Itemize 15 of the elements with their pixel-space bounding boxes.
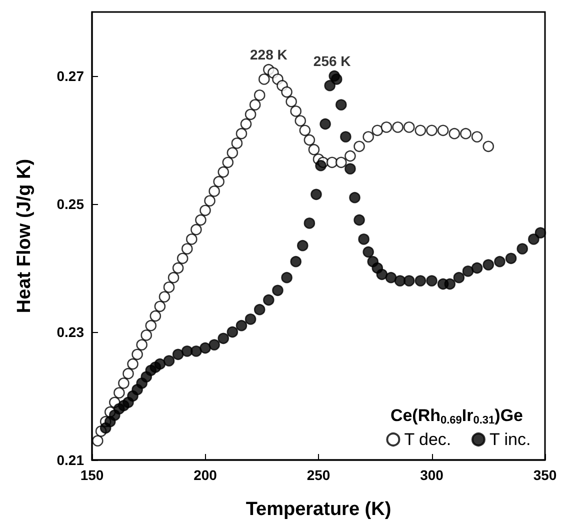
y-tick-label: 0.27 xyxy=(56,68,84,84)
x-tick-label: 250 xyxy=(306,467,330,483)
y-tick-label: 0.21 xyxy=(56,452,84,468)
annotation: 256 K xyxy=(313,53,351,69)
legend-label: T inc. xyxy=(489,430,531,449)
y-axis-title: Heat Flow (J/g K) xyxy=(14,158,35,314)
x-tick-label: 150 xyxy=(80,467,104,483)
legend-label: T dec. xyxy=(404,430,452,449)
y-tick-label: 0.23 xyxy=(56,324,84,340)
annotation: 228 K xyxy=(250,46,288,63)
y-tick-label: 0.25 xyxy=(56,196,84,212)
x-axis-title: Temperature (K) xyxy=(246,499,392,520)
x-tick-label: 350 xyxy=(533,467,557,483)
x-tick-label: 300 xyxy=(420,467,444,483)
x-tick-label: 200 xyxy=(194,467,218,483)
